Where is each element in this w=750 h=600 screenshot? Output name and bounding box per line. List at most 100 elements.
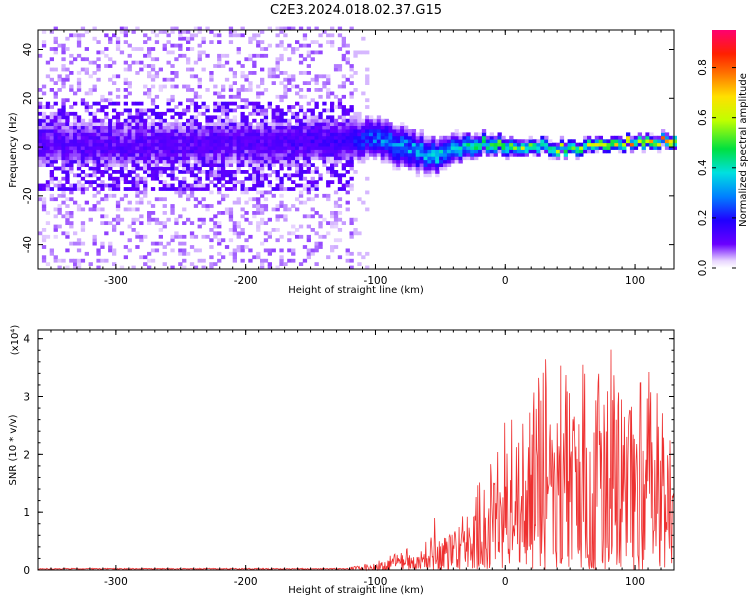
spectrogram-cell <box>147 166 152 171</box>
spectrogram-cell <box>271 129 276 133</box>
spectrogram-cell <box>232 74 237 79</box>
spectrogram-cell <box>127 67 132 72</box>
spectrogram-cell <box>224 156 230 161</box>
spectrogram-cell <box>209 217 214 222</box>
spectrogram-cell <box>154 105 160 109</box>
spectrogram-cell <box>80 187 86 191</box>
spectrogram-cell <box>123 159 128 164</box>
spectrogram-cell <box>337 67 343 72</box>
spectrogram-cell <box>260 146 265 150</box>
spectrogram-cell <box>306 132 311 137</box>
spectrogram-cell <box>275 170 280 174</box>
spectrogram-cell <box>228 149 234 154</box>
spectrogram-cell <box>41 146 47 150</box>
snr-xtick-label: 0 <box>502 576 509 588</box>
spectrogram-cell <box>345 183 350 188</box>
spectrogram-cell <box>528 146 533 150</box>
spectrogram-cell <box>256 105 261 109</box>
spectrogram-cell <box>158 67 163 72</box>
spectrogram-cell <box>279 43 284 48</box>
spectrogram-cell <box>92 163 97 168</box>
spectrogram-cell <box>283 47 288 51</box>
spectrogram-cell <box>306 234 311 239</box>
spectrogram-cell <box>61 183 66 188</box>
spectrogram-cell <box>139 67 144 72</box>
spectrogram-cell <box>295 166 300 171</box>
spectrogram-cell <box>61 170 66 174</box>
spectrogram-cell <box>123 40 128 45</box>
spectrogram-cell <box>232 139 237 144</box>
spectrogram-cell <box>232 146 237 150</box>
spectrogram-cell <box>279 193 284 198</box>
spectrogram-cell <box>240 125 245 130</box>
spectrogram-cell <box>221 197 226 202</box>
spectrogram-cell <box>92 60 97 65</box>
spectrogram-cell <box>61 163 66 168</box>
spectrogram-cell <box>256 211 261 215</box>
spectrogram-cell <box>115 204 121 208</box>
spectrogram-cell <box>73 142 78 147</box>
spectrogram-cell <box>314 132 319 137</box>
spectrogram-cell <box>260 190 265 195</box>
spectrogram-cell <box>489 139 494 144</box>
spectrogram-cell <box>478 152 483 157</box>
spectrogram-cell <box>189 163 195 168</box>
spectrogram-cell <box>275 64 280 68</box>
spectrogram-cell <box>310 228 315 232</box>
spectrogram-cell <box>112 224 117 229</box>
spectrogram-cell <box>197 163 202 168</box>
spectrogram-cell <box>154 111 160 116</box>
spectrogram-cell <box>357 231 362 236</box>
spectrogram-cell <box>263 111 269 116</box>
spectrogram-cell <box>271 207 276 212</box>
spectrogram-cell <box>209 255 214 260</box>
spectrogram-cell <box>509 139 514 144</box>
spectrogram-cell <box>80 241 86 246</box>
spectrogram-cell <box>481 129 487 133</box>
spectrogram-cell <box>115 115 121 120</box>
snr-xtick-label: -200 <box>234 576 258 588</box>
spectrogram-cell <box>213 125 218 130</box>
spectrogram-cell <box>197 57 202 62</box>
spectrogram-cell <box>92 170 97 174</box>
spectrogram-cell <box>80 170 86 174</box>
spectrogram-cell <box>353 217 358 222</box>
spectrogram-cell <box>322 125 327 130</box>
spectrogram-cell <box>139 135 144 140</box>
spectrogram-cell <box>127 129 132 133</box>
spectrogram-cell <box>310 197 315 202</box>
spectrogram-cell <box>318 146 323 150</box>
spectrogram-cell <box>302 142 308 147</box>
spectrogram-cell <box>115 43 121 48</box>
spectrogram-cell <box>189 149 195 154</box>
spectrogram-cell <box>330 224 335 229</box>
spectrogram-cell <box>209 238 214 243</box>
spectrogram-cell <box>92 180 97 185</box>
spectrogram-cell <box>182 183 187 188</box>
spectrogram-cell <box>283 207 288 212</box>
spectrogram-cell <box>341 173 346 178</box>
spectrogram-cell <box>158 197 163 202</box>
spectrogram-cell <box>298 125 304 130</box>
spectrogram-cell <box>104 98 109 103</box>
spectrogram-cell <box>302 170 308 174</box>
spectrogram-cell <box>178 129 183 133</box>
spectrogram-cell <box>594 135 600 140</box>
spectrogram-cell <box>326 183 331 188</box>
spectrogram-cell <box>49 129 54 133</box>
spectrogram-cell <box>240 132 245 137</box>
spectrogram-cell <box>170 152 175 157</box>
spectrogram-cell <box>143 193 148 198</box>
spectrogram-cell <box>333 224 339 229</box>
spectrogram-cell <box>516 139 522 144</box>
spectrogram-cell <box>80 125 86 130</box>
spectrogram-cell <box>372 135 378 140</box>
spectrogram-cell <box>287 105 292 109</box>
spectrogram-cell <box>443 146 448 150</box>
spectrogram-cell <box>318 234 323 239</box>
spectrogram-cell <box>217 139 222 144</box>
spectrogram-cell <box>154 176 160 181</box>
spectrogram-cell <box>404 156 409 161</box>
spectrogram-cell <box>513 146 518 150</box>
spectrogram-cell <box>244 200 249 205</box>
